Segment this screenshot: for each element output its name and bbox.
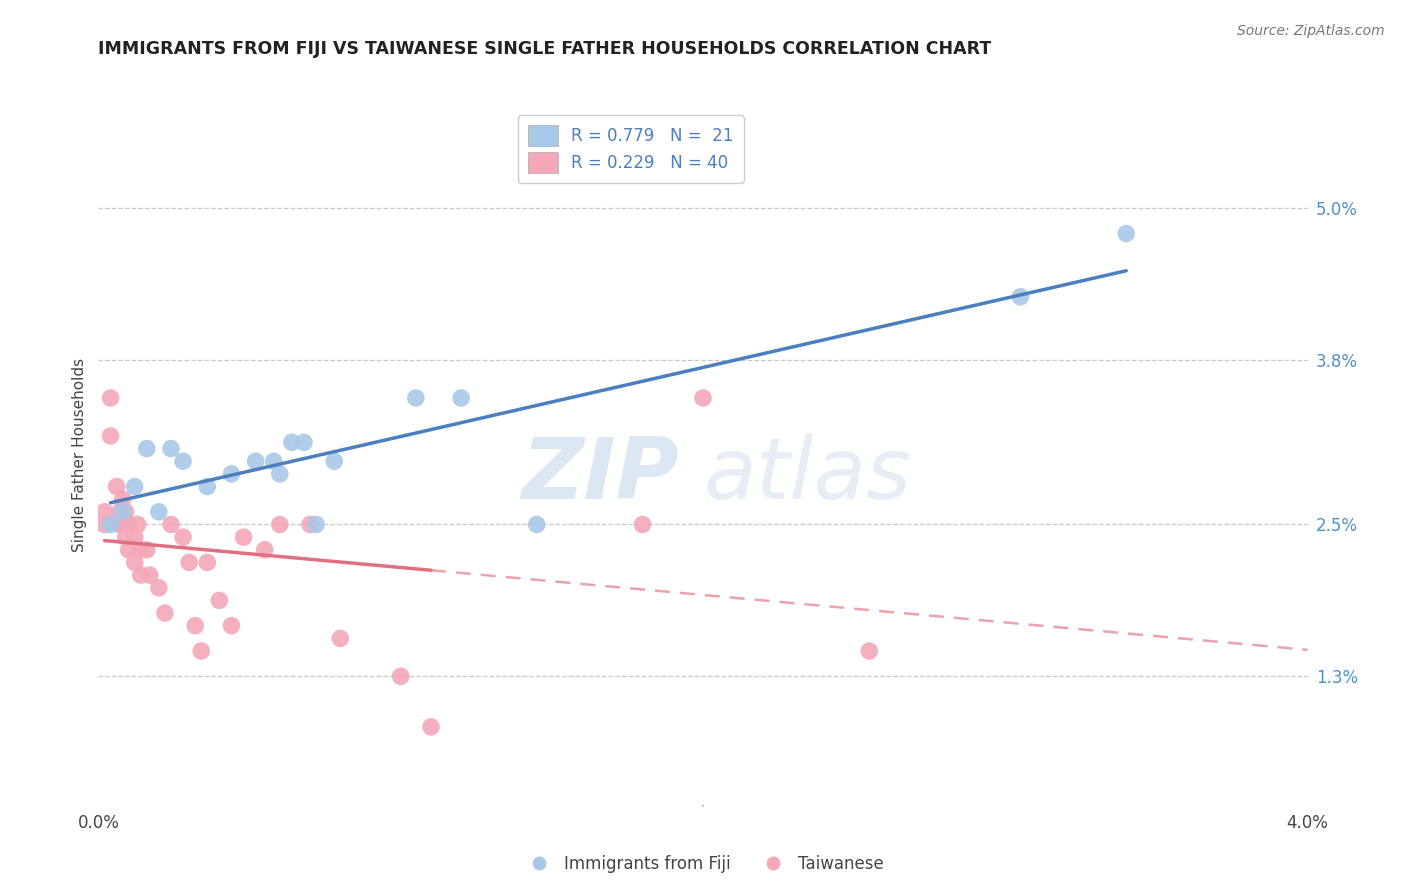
Point xyxy=(135,542,157,557)
Point xyxy=(105,479,128,493)
Point xyxy=(299,517,322,532)
Point xyxy=(263,454,285,468)
Text: ZIP: ZIP xyxy=(522,434,679,517)
Point xyxy=(172,454,194,468)
Point xyxy=(195,556,218,570)
Point xyxy=(221,618,243,632)
Point xyxy=(160,442,183,456)
Point xyxy=(253,542,276,557)
Text: IMMIGRANTS FROM FIJI VS TAIWANESE SINGLE FATHER HOUSEHOLDS CORRELATION CHART: IMMIGRANTS FROM FIJI VS TAIWANESE SINGLE… xyxy=(98,40,991,58)
Point xyxy=(139,568,162,582)
Point xyxy=(450,391,472,405)
Text: Source: ZipAtlas.com: Source: ZipAtlas.com xyxy=(1237,24,1385,38)
Legend: R = 0.779   N =  21, R = 0.229   N = 40: R = 0.779 N = 21, R = 0.229 N = 40 xyxy=(517,115,744,183)
Point xyxy=(111,492,134,507)
Point xyxy=(329,632,352,646)
Point xyxy=(129,568,152,582)
Point xyxy=(858,644,880,658)
Point xyxy=(114,530,136,544)
Point xyxy=(195,479,218,493)
Point xyxy=(114,505,136,519)
Point xyxy=(100,429,122,443)
Point xyxy=(111,505,134,519)
Point xyxy=(124,556,146,570)
Point xyxy=(111,517,134,532)
Point xyxy=(190,644,212,658)
Point xyxy=(1010,290,1032,304)
Point xyxy=(153,606,176,620)
Point xyxy=(118,542,141,557)
Point xyxy=(93,505,115,519)
Point xyxy=(118,517,141,532)
Point xyxy=(305,517,328,532)
Point xyxy=(692,391,714,405)
Point xyxy=(269,517,291,532)
Point xyxy=(124,530,146,544)
Point xyxy=(127,517,149,532)
Legend: Immigrants from Fiji, Taiwanese: Immigrants from Fiji, Taiwanese xyxy=(516,848,890,880)
Point xyxy=(93,517,115,532)
Point xyxy=(160,517,183,532)
Point xyxy=(100,517,122,532)
Point xyxy=(245,454,267,468)
Point xyxy=(292,435,315,450)
Point xyxy=(420,720,443,734)
Point xyxy=(208,593,231,607)
Point xyxy=(526,517,548,532)
Point xyxy=(135,442,157,456)
Y-axis label: Single Father Households: Single Father Households xyxy=(72,358,87,552)
Point xyxy=(184,618,207,632)
Point xyxy=(148,505,170,519)
Point xyxy=(172,530,194,544)
Point xyxy=(100,391,122,405)
Point xyxy=(129,542,152,557)
Point xyxy=(124,479,146,493)
Point xyxy=(405,391,427,405)
Point xyxy=(221,467,243,481)
Point xyxy=(631,517,654,532)
Point xyxy=(108,517,131,532)
Point xyxy=(108,505,131,519)
Point xyxy=(269,467,291,481)
Point xyxy=(281,435,304,450)
Point xyxy=(148,581,170,595)
Point xyxy=(323,454,346,468)
Point xyxy=(389,669,412,683)
Point xyxy=(1115,227,1137,241)
Point xyxy=(232,530,254,544)
Text: atlas: atlas xyxy=(703,434,911,517)
Point xyxy=(179,556,201,570)
